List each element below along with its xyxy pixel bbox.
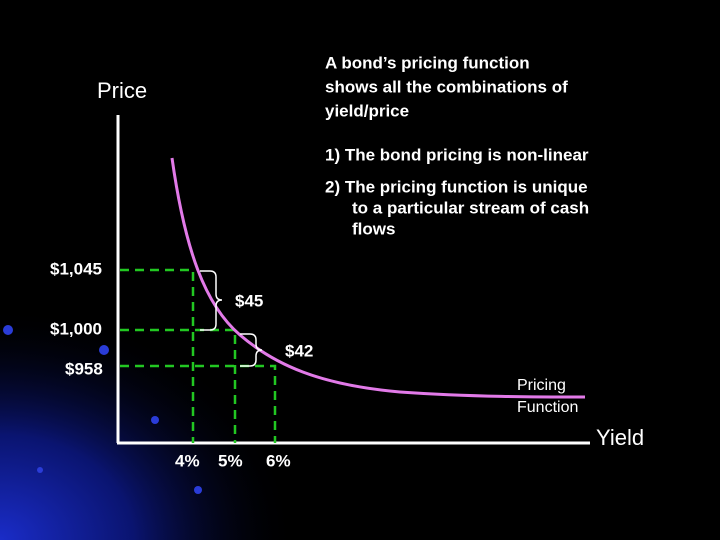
x-axis-label: Yield — [596, 425, 644, 450]
price-label: $958 — [65, 359, 103, 378]
difference-label: $45 — [235, 291, 263, 310]
yield-label: 6% — [266, 451, 291, 470]
brace — [240, 333, 263, 367]
point: 1) The bond pricing is non-linear — [325, 145, 589, 164]
price-label: $1,000 — [50, 319, 102, 338]
pricing-curve — [170, 157, 586, 399]
guide-lines — [120, 268, 277, 443]
decor-dots — [3, 325, 202, 494]
title-line: shows all the combinations of — [325, 77, 568, 96]
point: to a particular stream of cash — [352, 198, 589, 217]
title-line: A bond’s pricing function — [325, 53, 530, 72]
brace — [200, 270, 223, 331]
yield-label: 5% — [218, 451, 243, 470]
y-axis-label: Price — [97, 78, 147, 103]
point: flows — [352, 219, 395, 238]
curve-label: Pricing — [517, 377, 566, 394]
yield-label: 4% — [175, 451, 200, 470]
difference-label: $42 — [285, 341, 313, 360]
point: 2) The pricing function is unique — [325, 177, 588, 196]
price-label: $1,045 — [50, 259, 102, 278]
curve-label: Function — [517, 399, 578, 416]
title-line: yield/price — [325, 101, 409, 120]
